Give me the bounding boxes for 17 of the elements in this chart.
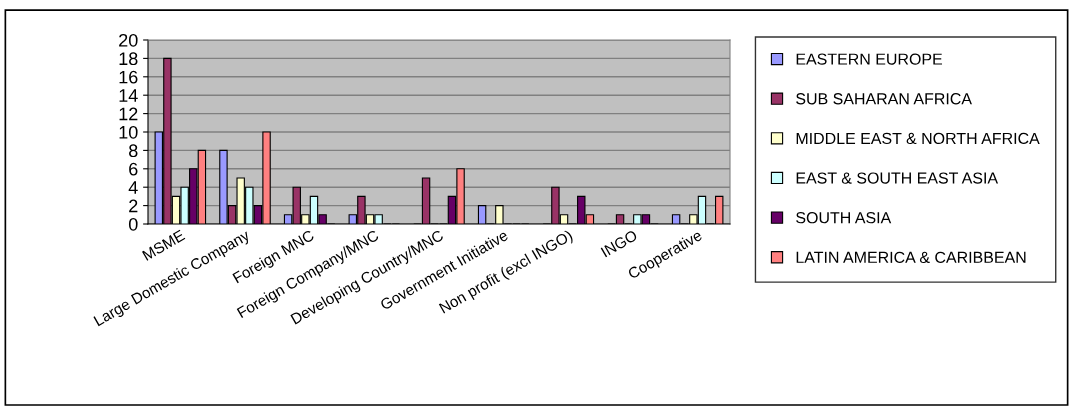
y-tick-label: 2	[129, 199, 138, 213]
legend-label: MIDDLE EAST & NORTH AFRICA	[796, 132, 1040, 145]
legend-label: EASTERN EUROPE	[796, 53, 943, 65]
y-tick-label: 14	[119, 89, 138, 102]
y-tick-label: 12	[119, 107, 138, 121]
legend-label: EAST & SOUTH EAST ASIA	[796, 172, 999, 184]
y-tick-label: 4	[128, 181, 138, 194]
y-tick-label: 18	[119, 52, 138, 66]
y-tick-label: 6	[129, 162, 138, 176]
legend-label: LATIN AMERICA & CARIBBEAN	[796, 251, 1026, 263]
y-tick-label: 16	[119, 70, 138, 84]
y-tick-label: 10	[119, 125, 138, 139]
y-tick-label: 8	[129, 144, 138, 158]
y-tick-label: 0	[128, 217, 138, 231]
legend-label: SUB SAHARAN AFRICA	[796, 93, 972, 105]
legend-label: SOUTH ASIA	[796, 212, 892, 224]
y-tick-label: 20	[119, 33, 138, 47]
